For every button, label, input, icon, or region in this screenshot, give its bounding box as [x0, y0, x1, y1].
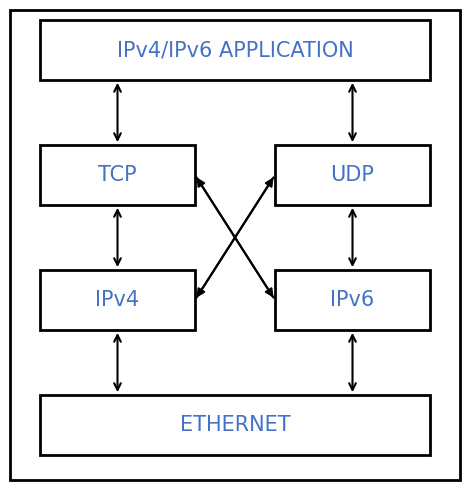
- Text: IPv6: IPv6: [330, 290, 375, 310]
- Text: IPv4: IPv4: [95, 290, 140, 310]
- Text: TCP: TCP: [98, 165, 137, 185]
- Bar: [40, 395, 430, 455]
- Bar: [275, 270, 430, 330]
- Text: IPv4/IPv6 APPLICATION: IPv4/IPv6 APPLICATION: [117, 40, 353, 60]
- Bar: [275, 145, 430, 205]
- Bar: [40, 145, 195, 205]
- Bar: [40, 20, 430, 80]
- Bar: [40, 270, 195, 330]
- Text: UDP: UDP: [330, 165, 375, 185]
- Text: ETHERNET: ETHERNET: [180, 415, 290, 435]
